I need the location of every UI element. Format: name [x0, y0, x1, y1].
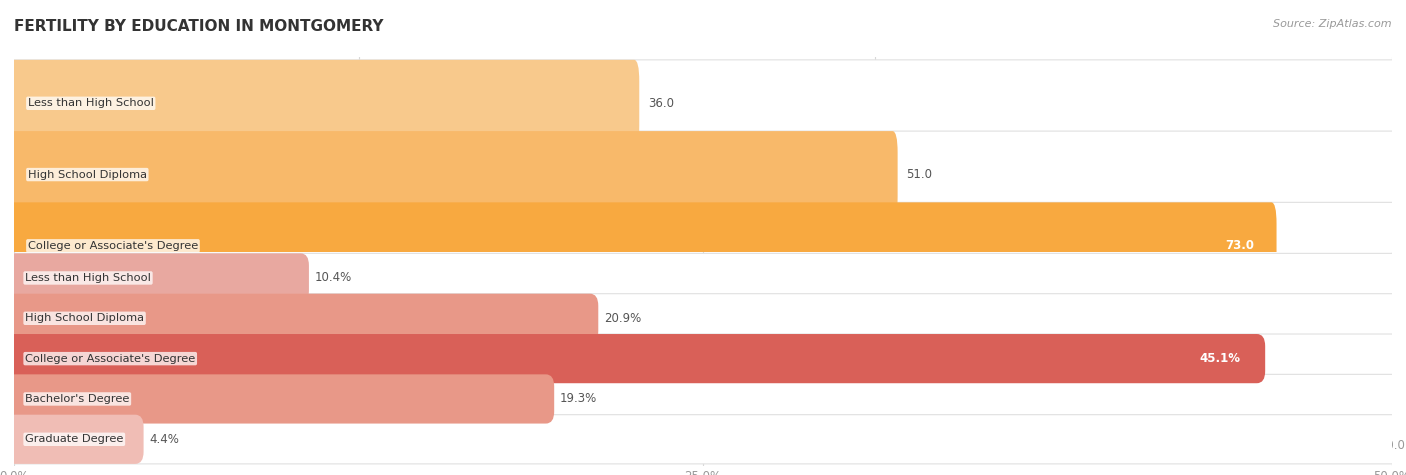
- FancyBboxPatch shape: [6, 374, 554, 424]
- Text: College or Associate's Degree: College or Associate's Degree: [25, 353, 195, 364]
- FancyBboxPatch shape: [6, 253, 309, 303]
- FancyBboxPatch shape: [6, 374, 1400, 424]
- FancyBboxPatch shape: [6, 253, 1400, 303]
- FancyBboxPatch shape: [6, 415, 143, 464]
- FancyBboxPatch shape: [6, 334, 1400, 383]
- FancyBboxPatch shape: [8, 345, 1398, 432]
- FancyBboxPatch shape: [6, 294, 599, 343]
- Text: Graduate Degree: Graduate Degree: [28, 383, 127, 393]
- FancyBboxPatch shape: [8, 202, 1398, 289]
- FancyBboxPatch shape: [6, 415, 1400, 464]
- Text: 20.9%: 20.9%: [603, 312, 641, 325]
- Text: Bachelor's Degree: Bachelor's Degree: [25, 394, 129, 404]
- FancyBboxPatch shape: [6, 334, 1265, 383]
- FancyBboxPatch shape: [8, 131, 1398, 218]
- Text: 58.0: 58.0: [1026, 311, 1053, 323]
- Text: Less than High School: Less than High School: [25, 273, 150, 283]
- Text: Source: ZipAtlas.com: Source: ZipAtlas.com: [1274, 19, 1392, 29]
- FancyBboxPatch shape: [8, 60, 1398, 147]
- Text: 10.4%: 10.4%: [315, 272, 352, 285]
- FancyBboxPatch shape: [8, 131, 897, 218]
- Text: 4.4%: 4.4%: [149, 433, 179, 446]
- FancyBboxPatch shape: [8, 202, 1277, 289]
- Text: FERTILITY BY EDUCATION IN MONTGOMERY: FERTILITY BY EDUCATION IN MONTGOMERY: [14, 19, 384, 34]
- FancyBboxPatch shape: [8, 274, 1018, 361]
- Text: 23.0: 23.0: [425, 382, 450, 395]
- Text: Graduate Degree: Graduate Degree: [25, 434, 124, 444]
- Text: 45.1%: 45.1%: [1199, 352, 1240, 365]
- Text: High School Diploma: High School Diploma: [25, 314, 143, 323]
- FancyBboxPatch shape: [8, 274, 1398, 361]
- FancyBboxPatch shape: [6, 294, 1400, 343]
- Text: High School Diploma: High School Diploma: [28, 170, 146, 180]
- FancyBboxPatch shape: [8, 345, 415, 432]
- Text: College or Associate's Degree: College or Associate's Degree: [28, 241, 198, 251]
- Text: 73.0: 73.0: [1225, 239, 1254, 252]
- Text: Less than High School: Less than High School: [28, 98, 153, 108]
- Text: 19.3%: 19.3%: [560, 392, 598, 406]
- Text: Bachelor's Degree: Bachelor's Degree: [28, 312, 132, 322]
- Text: 51.0: 51.0: [907, 168, 932, 181]
- FancyBboxPatch shape: [8, 60, 640, 147]
- Text: 36.0: 36.0: [648, 97, 673, 110]
